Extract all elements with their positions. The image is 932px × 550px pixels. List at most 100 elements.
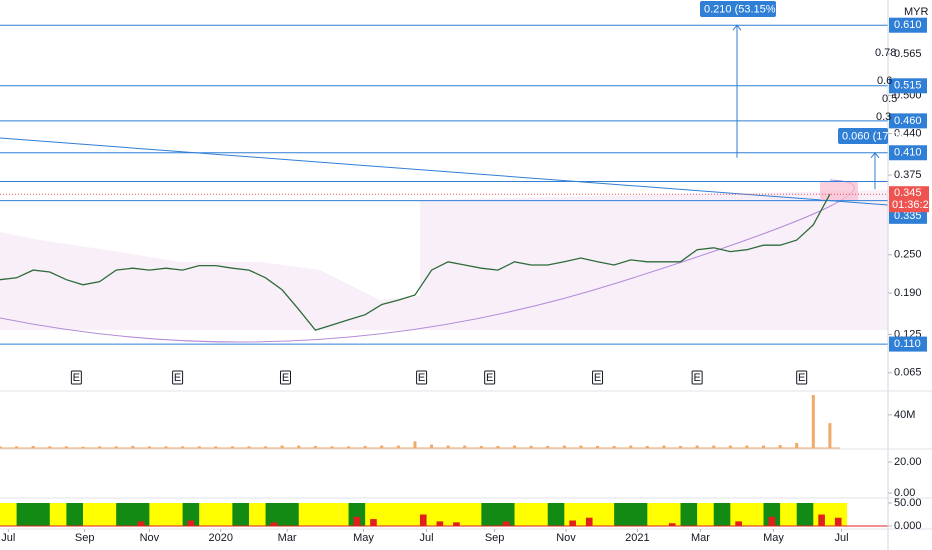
level-label-box — [889, 145, 927, 161]
zone — [199, 503, 217, 526]
fib-label: 0.5 — [882, 93, 897, 105]
event-marker — [416, 370, 428, 385]
zone — [481, 503, 499, 526]
x-tick-label: Mar — [691, 532, 710, 544]
zone-bar — [419, 514, 427, 526]
fib-label: 0.6 — [877, 75, 892, 87]
x-tick-label: Jul — [1, 532, 15, 544]
x-tick-label: Jul — [834, 532, 848, 544]
zone — [16, 503, 34, 526]
volume-bar — [728, 445, 732, 448]
volume-bar — [15, 446, 19, 448]
zone — [365, 503, 383, 526]
zone — [331, 503, 350, 526]
volume-bar — [164, 446, 168, 448]
volume-bar — [31, 445, 35, 448]
volume-bar — [529, 445, 533, 448]
y-tick-label: 0.00 — [894, 487, 915, 499]
zone — [564, 503, 582, 526]
zone — [348, 503, 366, 526]
volume-bar — [762, 445, 766, 448]
x-tick-label: Jul — [420, 532, 434, 544]
zone — [697, 503, 715, 526]
zone — [66, 503, 84, 526]
zone — [829, 503, 848, 526]
level-label: 0.610 — [894, 19, 922, 31]
y-tick-label: 20.00 — [894, 456, 922, 468]
level-label-box — [889, 17, 927, 33]
x-tick-label: Nov — [140, 532, 160, 544]
volume-bar — [363, 445, 367, 448]
zone — [464, 503, 482, 526]
annotation-box — [700, 1, 776, 17]
volume-bar — [679, 445, 683, 448]
zone — [448, 503, 466, 526]
volume-bar — [280, 445, 284, 448]
x-tick-label: Mar — [278, 532, 297, 544]
volume-bar — [81, 446, 85, 448]
level-label: 0.410 — [894, 147, 922, 159]
zone-bar — [502, 521, 510, 526]
zone — [514, 503, 532, 526]
volume-bar — [778, 445, 782, 448]
trend-line — [0, 137, 889, 206]
volume-bar — [347, 446, 351, 448]
y-tick-label: 0.000 — [894, 520, 922, 532]
event-label: E — [798, 372, 805, 384]
event-label: E — [282, 372, 289, 384]
zone — [547, 503, 565, 526]
zone — [132, 503, 150, 526]
zone-bar — [834, 517, 842, 526]
x-tick-label: 2021 — [625, 532, 649, 544]
zone — [282, 503, 300, 526]
x-tick-label: May — [763, 532, 784, 544]
level-label: 0.335 — [894, 210, 922, 222]
zone — [248, 503, 267, 526]
volume-bar — [828, 423, 832, 448]
event-label: E — [73, 372, 80, 384]
event-marker — [691, 370, 703, 385]
zone — [663, 503, 682, 526]
zone — [614, 503, 632, 526]
zone-bar — [735, 521, 742, 526]
zone — [49, 503, 67, 526]
countdown-label: 01:36:21 — [892, 199, 932, 211]
level-label: 0.110 — [894, 338, 921, 350]
volume-bar — [330, 446, 334, 448]
annotation-box — [838, 128, 888, 144]
range-shade — [0, 190, 888, 330]
volume-bar — [413, 441, 417, 448]
zone — [730, 503, 748, 526]
y-tick-label: 40M — [894, 409, 915, 421]
zone — [265, 503, 283, 526]
zone — [580, 503, 599, 526]
level-label: 0.515 — [894, 80, 922, 92]
event-marker — [172, 370, 184, 385]
x-tick-label: 2020 — [209, 532, 233, 544]
volume-bar — [579, 445, 583, 448]
volume-bar — [645, 445, 649, 448]
volume-bar — [629, 445, 633, 448]
volume-bar — [131, 445, 135, 448]
marks — [0, 24, 888, 527]
zone — [116, 503, 134, 526]
volume-bar — [230, 446, 234, 448]
zone — [165, 503, 184, 526]
zone — [630, 503, 648, 526]
volume-bar — [795, 443, 799, 448]
zone — [746, 503, 765, 526]
volume-bar — [0, 446, 2, 448]
level-label: 0.460 — [894, 115, 922, 127]
zone — [780, 503, 798, 526]
event-label: E — [418, 372, 425, 384]
zone-bar — [569, 520, 576, 526]
level-label-box — [889, 78, 927, 94]
volume-bar — [380, 445, 384, 448]
event-label: E — [174, 372, 181, 384]
zone-bar — [270, 522, 278, 526]
volume-bar — [811, 394, 815, 448]
volume-bar — [463, 445, 467, 448]
zone — [0, 503, 18, 526]
zone-bar — [353, 516, 361, 526]
